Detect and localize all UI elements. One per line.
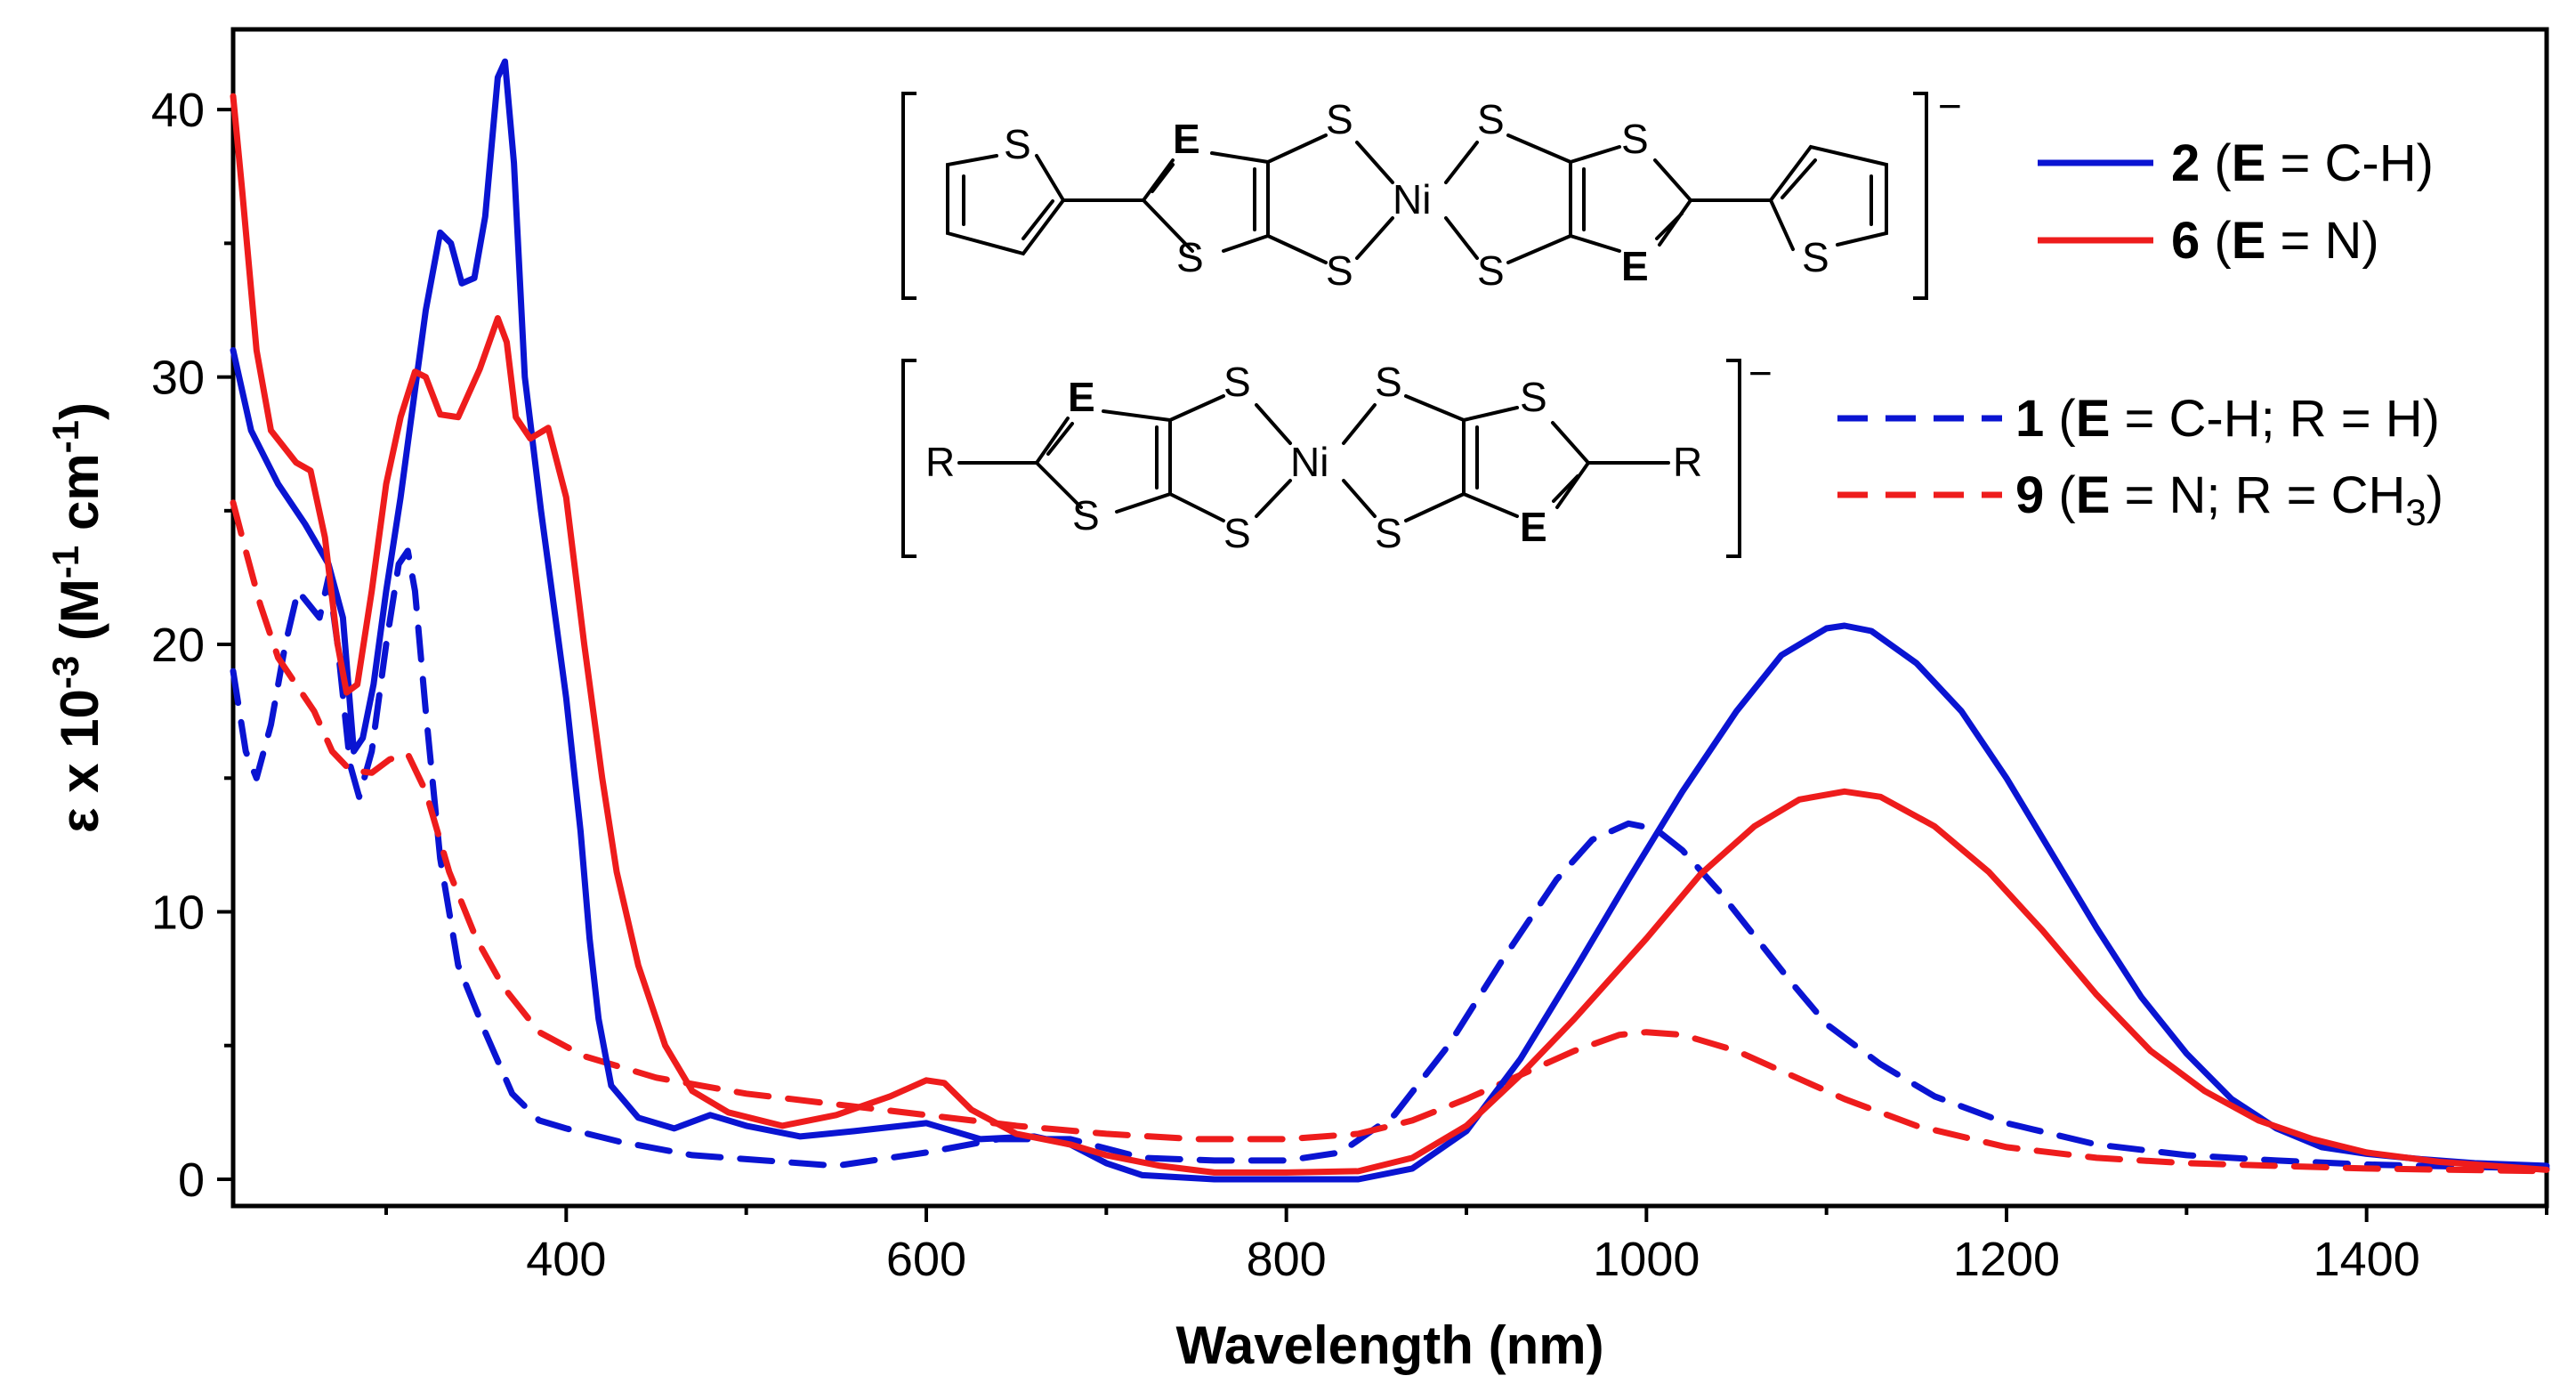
atom-s-ring-left-bottom: S [1072,492,1100,538]
atom-e-right-bottom: E [1520,504,1547,550]
bracket-left [901,92,917,300]
left-s-bonds-bottom [1168,394,1225,522]
left-ring-double-bottom [1046,422,1159,490]
right-ring-bottom [1462,406,1591,518]
left-dithiole-double [1151,163,1256,231]
bracket-right [1913,92,1928,300]
atom-s-upper-left-bottom: S [1223,359,1251,405]
right-s-bonds [1506,134,1572,264]
plot-frame [230,27,2549,1209]
atom-s-thiophene-right: S [1802,234,1829,280]
right-thiophene-ring [1769,144,1888,251]
legend-label-1: 1 (E = C-H; R = H) [2015,390,2440,448]
atom-s-ni-lower-left: S [1326,247,1353,294]
atom-ni-top: Ni [1393,176,1431,223]
y-axis-title: ε x 10-3 (M-1 cm-1) [44,402,109,833]
atom-s-ni-lower-right: S [1477,247,1505,294]
y-axis-ticks: 0 10 20 30 40 [151,84,233,1207]
left-dithiole-ring [1142,151,1270,253]
atom-s-dithiole-left: S [1176,234,1204,280]
legend-label-2: 2 (E = C-H) [2171,134,2434,192]
right-ni-bonds-bottom [1342,403,1377,518]
atom-r-left: R [925,439,955,485]
right-ring-double-bottom [1475,425,1579,503]
left-thiophene-double [962,174,1054,240]
bracket-left-bottom [901,359,917,558]
x-axis-title: Wavelength (nm) [1175,1315,1603,1375]
y-tick-label: 20 [151,619,205,672]
right-dithiole-ring [1569,145,1693,253]
y-tick-label: 40 [151,84,205,137]
left-thiophene-s-bonds [1035,154,1065,202]
legend-entry-1: 1 (E = C-H; R = H) [1837,390,2440,448]
legend-entry-6: 6 (E = N) [2038,212,2379,270]
x-tick-label: 800 [1247,1233,1327,1286]
structure-top: − S E S S Ni S S S E S S [901,83,1962,300]
legend: 2 (E = C-H) 6 (E = N) 1 (E = C-H; R = H)… [1837,134,2443,533]
legend-entry-2: 2 (E = C-H) [2038,134,2434,192]
y-tick-label: 10 [151,886,205,940]
y-tick-label: 0 [178,1153,205,1207]
atom-ni-bottom: Ni [1290,439,1328,485]
atom-e-left: E [1173,116,1200,162]
atom-e-right: E [1621,243,1649,289]
left-s-bonds [1266,134,1328,264]
series-layer [230,58,2550,1183]
legend-entry-9: 9 (E = N; R = CH3) [1837,466,2443,533]
x-tick-label: 400 [526,1233,606,1286]
x-tick-label: 1000 [1593,1233,1700,1286]
left-ring-bottom [1035,409,1172,514]
atom-r-right: R [1673,439,1702,485]
charge-top: − [1938,83,1962,129]
right-dithiole-double [1582,167,1684,240]
series-line-s9 [230,499,2550,1175]
right-ni-bonds [1444,141,1479,260]
x-tick-label: 1400 [2314,1233,2420,1286]
atom-s-lower-right-bottom: S [1375,510,1402,556]
right-thiophene-double [1781,158,1873,226]
left-ni-bonds [1355,141,1394,260]
atom-s-ring-right-bottom: S [1520,374,1547,420]
bracket-right-bottom [1726,359,1741,558]
right-s-bonds-bottom [1404,394,1466,522]
atom-e-left-bottom: E [1068,374,1095,420]
charge-bottom: − [1748,350,1773,396]
x-axis-ticks: 400 600 800 1000 1200 1400 [384,1206,2548,1286]
structure-bottom: − R E S S Ni S S S S E R [901,350,1773,558]
left-ni-bonds-bottom [1255,403,1292,518]
left-thiophene-ring [946,154,1065,256]
x-tick-label: 600 [886,1233,966,1286]
legend-label-6: 6 (E = N) [2171,212,2379,270]
atom-s-thiophene-left: S [1004,121,1031,167]
atom-s-upper-right-bottom: S [1375,359,1402,405]
series-line-s6 [230,93,2550,1176]
atom-s-dithiole-right: S [1621,116,1649,162]
legend-label-9: 9 (E = N; R = CH3) [2015,466,2443,533]
atom-s-lower-left-bottom: S [1223,510,1251,556]
atom-s-ni-upper-right: S [1477,96,1505,142]
y-tick-label: 30 [151,352,205,405]
x-tick-label: 1200 [1953,1233,2060,1286]
atom-s-ni-upper-left: S [1326,96,1353,142]
